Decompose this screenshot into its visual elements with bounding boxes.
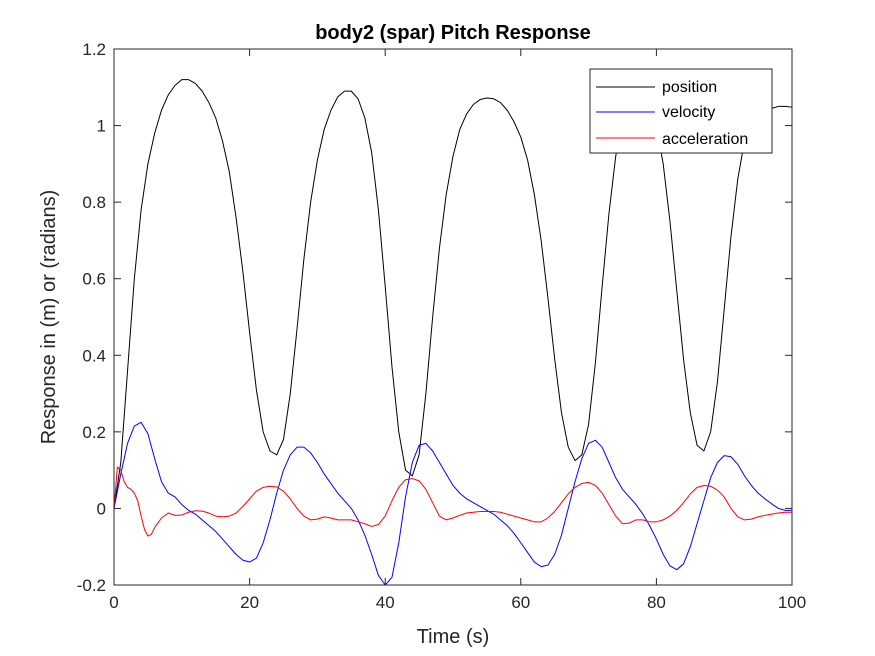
- chart-title: body2 (spar) Pitch Response: [315, 22, 591, 44]
- series-line-position: [113, 79, 793, 509]
- x-tick-label: 80: [647, 593, 666, 612]
- y-tick-label: 0.4: [82, 346, 106, 365]
- y-tick-label: -0.2: [77, 576, 106, 595]
- legend-label-velocity: velocity: [662, 104, 715, 121]
- y-tick-label: 1: [97, 117, 106, 136]
- legend-label-position: position: [662, 79, 717, 96]
- x-tick-label: 40: [376, 593, 395, 612]
- axes-box: [113, 48, 793, 586]
- legend: position velocity acceleration: [589, 68, 773, 154]
- series-line-velocity: [113, 421, 792, 586]
- legend-label-acceleration: acceleration: [662, 131, 748, 148]
- x-tick-label: 20: [240, 593, 259, 612]
- y-tick-label: 0.6: [82, 270, 106, 289]
- y-tick-label: 0: [97, 499, 106, 518]
- tick-layer: 0 20 40 60 80 100-0.200.20.40.60.811.2: [77, 40, 806, 612]
- x-tick-label: 0: [109, 593, 118, 612]
- legend-box: [589, 68, 773, 154]
- x-tick-label: 100: [778, 593, 806, 612]
- x-axis-label: Time (s): [417, 626, 490, 648]
- y-tick-label: 0.8: [82, 193, 106, 212]
- series-layer: [113, 79, 793, 586]
- y-tick-label: 1.2: [82, 40, 106, 59]
- series-line-acceleration: [113, 466, 792, 537]
- y-tick-label: 0.2: [82, 423, 106, 442]
- x-tick-label: 60: [511, 593, 530, 612]
- y-axis-label: Response in (m) or (radians): [38, 190, 60, 445]
